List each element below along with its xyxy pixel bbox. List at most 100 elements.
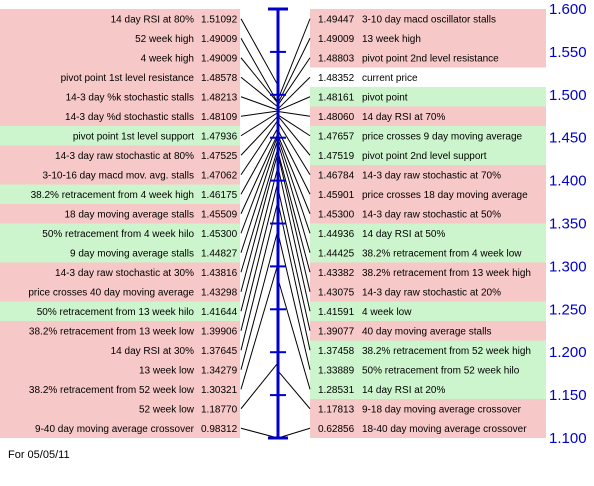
right-row-bg: [310, 379, 546, 399]
left-connector: [240, 119, 279, 176]
right-value: 1.17813: [318, 404, 355, 415]
left-value: 1.39906: [201, 326, 238, 337]
left-row-bg: [0, 321, 240, 341]
right-connector: [277, 278, 311, 390]
left-value: 1.48109: [201, 112, 238, 123]
right-label: 40 day moving average stalls: [362, 326, 492, 337]
right-connector: [277, 110, 311, 117]
left-row-bg: [0, 282, 240, 302]
right-value: 1.49009: [318, 34, 355, 45]
right-row-bg: [310, 301, 546, 321]
left-value: 1.47936: [201, 131, 238, 142]
left-value: 1.49009: [201, 53, 238, 64]
left-label: 9-40 day moving average crossover: [35, 424, 195, 435]
left-connector: [240, 229, 279, 370]
footer-date: For 05/05/11: [8, 449, 70, 461]
right-label: 3-10 day macd oscillator stalls: [362, 14, 496, 25]
left-row-bg: [0, 360, 240, 380]
right-row-bg: [310, 223, 546, 243]
right-connector: [277, 142, 311, 253]
left-connector: [240, 152, 279, 292]
right-row-bg: [310, 321, 546, 341]
right-connector: [277, 122, 311, 176]
axis-tick-label: 1.150: [549, 387, 587, 404]
right-value: 1.43382: [318, 268, 355, 279]
left-label: 13 week low: [139, 365, 195, 376]
left-row-bg: [0, 204, 240, 224]
left-label: pivot point 1st level support: [73, 131, 194, 142]
right-connector: [277, 166, 311, 312]
right-row-bg: [310, 399, 546, 419]
left-row-bg: [0, 165, 240, 185]
left-row-bg: [0, 106, 240, 126]
left-connector: [240, 166, 279, 312]
left-connector: [240, 110, 279, 117]
right-label: pivot point 2nd level support: [362, 151, 487, 162]
left-connector: [240, 134, 279, 234]
left-label: 18 day moving average stalls: [64, 209, 194, 220]
right-label: 38.2% retracement from 52 week high: [362, 346, 531, 357]
left-row-bg: [0, 379, 240, 399]
left-value: 1.37645: [201, 346, 238, 357]
left-row-bg: [0, 126, 240, 146]
right-row-bg: [310, 9, 546, 29]
right-value: 0.62856: [318, 424, 355, 435]
right-row-bg: [310, 184, 546, 204]
left-value: 1.18770: [201, 404, 238, 415]
right-row-bg: [310, 262, 546, 282]
right-value: 1.39077: [318, 326, 355, 337]
left-row-bg: [0, 87, 240, 107]
left-connector: [240, 362, 279, 410]
left-value: 1.48213: [201, 92, 238, 103]
left-connector: [240, 115, 279, 156]
left-value: 0.98312: [201, 424, 238, 435]
left-label: 50% retracement from 13 week hilo: [37, 307, 195, 318]
left-label: 38.2% retracement from 13 week low: [29, 326, 195, 337]
axis-tick-labels: 1.600 1.550 1.500 1.450 1.400 1.350 1.300 1.250…: [549, 1, 587, 447]
left-row-bg: [0, 145, 240, 165]
left-value: 1.41644: [201, 307, 238, 318]
right-value: 1.48352: [318, 73, 355, 84]
right-row-bg: [310, 340, 546, 360]
connector-lines: [240, 18, 311, 439]
left-row-bg: [0, 301, 240, 321]
left-label: 14 day RSI at 30%: [111, 346, 194, 357]
right-connector: [277, 138, 311, 234]
right-row-bg: [310, 165, 546, 185]
right-row-bg: [310, 28, 546, 48]
right-row-bg: [310, 145, 546, 165]
axis-tick-label: 1.400: [549, 173, 587, 190]
left-connector: [240, 76, 279, 108]
right-connector: [277, 188, 311, 331]
left-label: 14-3 day %d stochastic stalls: [65, 112, 194, 123]
left-label: 52 week high: [135, 34, 194, 45]
right-value: 1.44936: [318, 229, 355, 240]
right-connector: [277, 18, 311, 100]
left-row-bg: [0, 418, 240, 438]
left-label: 4 week high: [141, 53, 194, 64]
row-backgrounds: [0, 9, 546, 438]
left-row-bg: [0, 67, 240, 87]
right-value: 1.48161: [318, 92, 355, 103]
left-connector: [240, 38, 279, 104]
right-connector: [277, 151, 311, 273]
left-value: 1.47525: [201, 151, 238, 162]
right-value: 1.49447: [318, 14, 355, 25]
right-connector: [277, 202, 311, 351]
left-value: 1.30321: [201, 385, 238, 396]
left-row-bg: [0, 28, 240, 48]
left-connector: [240, 263, 279, 390]
left-row-bg: [0, 340, 240, 360]
axis-tick-label: 1.300: [549, 258, 587, 275]
left-label: 14 day RSI at 80%: [111, 14, 194, 25]
right-connector: [277, 38, 311, 104]
left-row-bg: [0, 243, 240, 263]
axis-tick-label: 1.200: [549, 344, 587, 361]
right-label: 4 week low: [362, 307, 412, 318]
price-axis: [268, 7, 288, 440]
axis-tick-label: 1.500: [549, 87, 587, 104]
left-value: 1.45509: [201, 209, 238, 220]
right-connector: [277, 96, 311, 112]
left-value: 1.49009: [201, 34, 238, 45]
